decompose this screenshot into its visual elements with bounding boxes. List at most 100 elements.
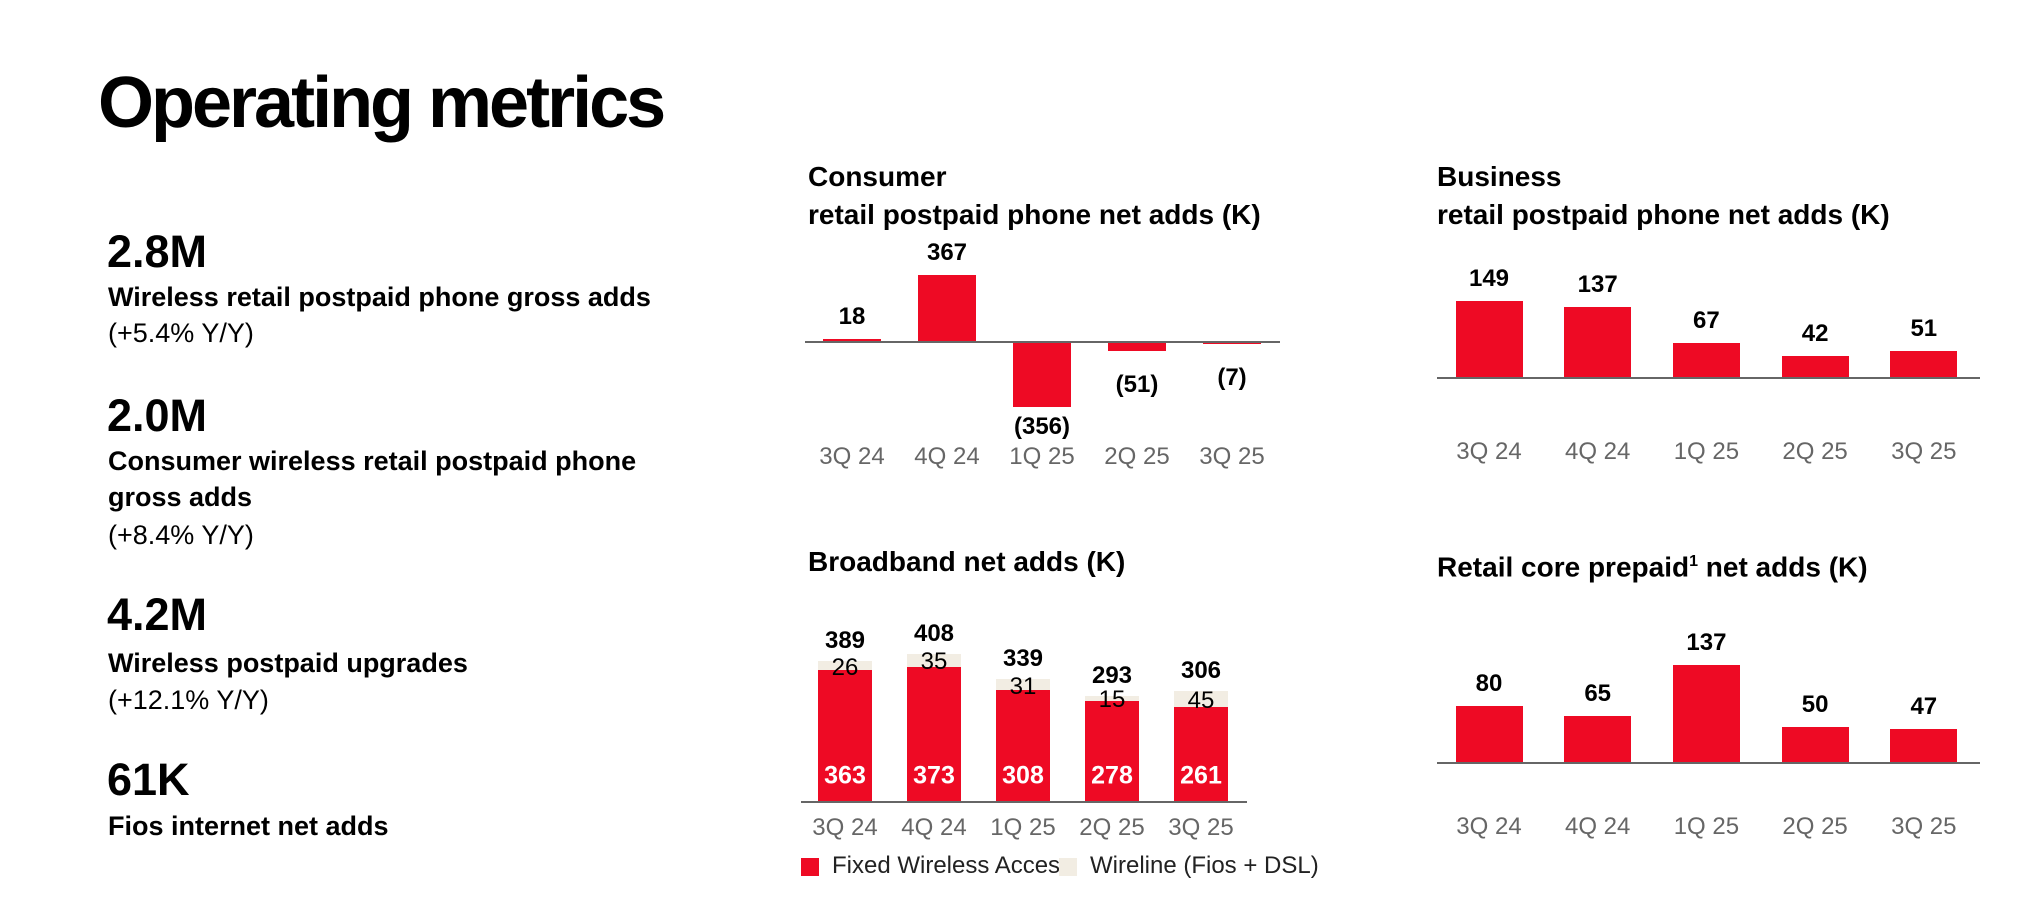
category-label: 2Q 25 [1104,443,1170,470]
bar [1564,306,1632,378]
category-label: 3Q 25 [1891,438,1957,465]
category-label: 3Q 25 [1891,813,1957,840]
value-label: 65 [1584,680,1612,708]
chart-title-text: Retail core prepaid [1437,551,1690,583]
axis-line [805,341,1280,343]
bar [1455,705,1523,763]
value-label-fwa: 308 [1002,761,1044,790]
category-label: 3Q 24 [1456,813,1522,840]
metric-label: Wireless postpaid upgrades [108,648,468,678]
metric-label: gross adds [108,482,253,512]
category-label: 3Q 24 [812,814,878,841]
value-label: 149 [1468,264,1510,292]
category-label: 2Q 25 [1782,438,1848,465]
value-label-wireline: 26 [831,653,859,681]
bar [1564,716,1632,763]
category-label: 4Q 24 [1564,438,1631,465]
axis-line [1437,762,1980,764]
bar [1672,664,1740,763]
bar-fixed-wireless [1174,707,1228,802]
category-label: 3Q 25 [1168,814,1234,841]
value-label: 51 [1910,315,1938,343]
value-label: (7) [1217,364,1247,391]
chart-title-line: Business [1437,161,1562,192]
bar-wireline [907,653,961,667]
axis-line [801,801,1247,803]
category-label: 4Q 24 [914,443,980,470]
value-label-fwa: 373 [913,761,955,790]
value-label: 137 [1686,628,1727,656]
category-label: 4Q 24 [901,814,967,841]
metric-value: 61K [107,754,190,805]
bar-fixed-wireless [818,670,872,802]
value-label-total: 306 [1180,656,1222,684]
value-label-fwa: 278 [1091,761,1133,790]
footnote-marker: 1 [1689,553,1698,570]
chart-title-prepaid: Retail core prepaid1 net adds (K) [1437,543,1868,586]
bar-fixed-wireless [1085,701,1139,802]
category-label: 2Q 25 [1782,813,1848,840]
metric-label: Fios internet net adds [108,811,389,841]
legend-swatch-fwa [801,858,819,876]
value-label-total: 408 [913,619,955,647]
chart-title-broadband: Broadband net adds (K) [808,546,1126,577]
category-label: 1Q 25 [990,814,1056,841]
metric-label: Consumer wireless retail postpaid phone [108,446,637,476]
value-label-total: 293 [1091,661,1133,689]
bar-wireline [996,678,1050,691]
chart-title-consumer: Consumer retail postpaid phone net adds … [808,158,1261,234]
legend-label: Fixed Wireless Access [832,852,1073,879]
bar-wireline [818,660,872,671]
value-label: 47 [1910,693,1938,721]
chart-title-line: retail postpaid phone net adds (K) [808,199,1261,230]
chart-title-line: retail postpaid phone net adds (K) [1437,199,1890,230]
value-label: 67 [1693,307,1720,335]
value-label: 42 [1801,320,1829,348]
value-label: 18 [838,302,866,330]
category-label: 1Q 25 [1673,813,1740,840]
value-label-fwa: 363 [824,761,866,790]
category-label: 3Q 25 [1199,443,1265,470]
value-label-total: 339 [1002,644,1044,672]
page-title: Operating metrics [98,63,666,143]
value-label: 80 [1475,669,1503,697]
bar [1672,343,1740,378]
value-label-wireline: 31 [1009,672,1037,700]
value-label-fwa: 261 [1180,761,1222,790]
category-label: 3Q 24 [1456,438,1522,465]
value-label: (356) [1013,413,1071,441]
bar [823,338,881,342]
bar [1890,729,1958,763]
value-label: 137 [1577,270,1618,298]
category-label: 4Q 24 [1564,813,1631,840]
metric-value: 4.2M [107,589,208,640]
value-label: 50 [1801,691,1829,719]
chart-title-line: Consumer [808,161,947,192]
chart-title-text: net adds (K) [1698,551,1868,583]
metric-value: 2.0M [107,390,208,441]
axis-line [1437,377,1980,379]
category-label: 3Q 24 [819,443,885,470]
value-label-wireline: 35 [920,648,948,676]
bar [1203,342,1261,344]
metric-change: (+5.4% Y/Y) [108,318,254,348]
value-label-wireline: 15 [1098,686,1126,714]
bar [1455,300,1523,378]
category-label: 1Q 25 [1673,438,1740,465]
metric-change: (+8.4% Y/Y) [108,520,254,550]
bar [1108,342,1166,352]
bar [1890,351,1958,378]
value-label-wireline: 45 [1187,687,1215,715]
value-label-total: 389 [824,626,866,654]
chart-title-business: Business retail postpaid phone net adds … [1437,158,1890,234]
bar-wireline [1085,695,1139,702]
bar [1013,342,1071,408]
category-label: 2Q 25 [1079,814,1145,841]
bar-fixed-wireless [907,666,961,802]
value-label: 367 [926,238,968,266]
bar [918,274,976,342]
metric-value: 2.8M [107,226,208,277]
metric-label: Wireless retail postpaid phone gross add… [108,282,651,312]
category-label: 1Q 25 [1009,443,1075,470]
